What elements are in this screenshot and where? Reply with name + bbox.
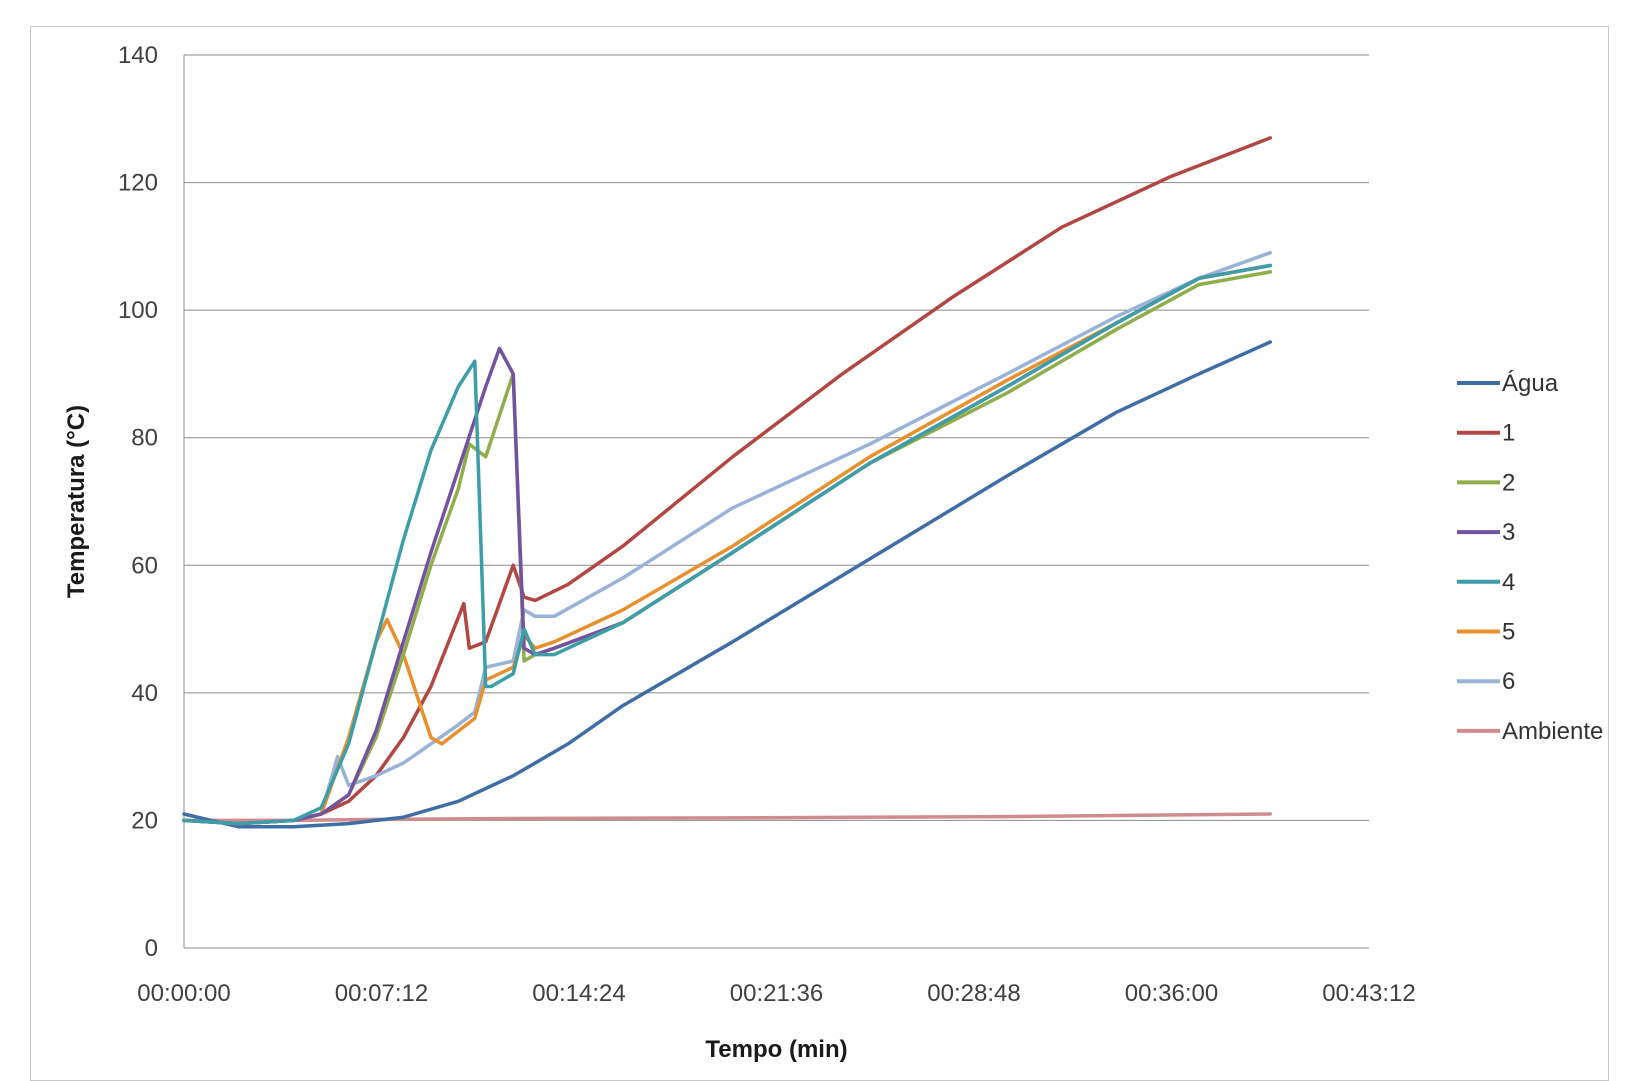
series-line	[182, 136, 1273, 826]
legend-label: Ambiente	[1502, 718, 1603, 745]
legend-label: 1	[1502, 420, 1515, 447]
series-line	[182, 263, 1273, 826]
x-tick-label: 00:07:12	[335, 980, 428, 1007]
series-line	[182, 263, 1273, 826]
y-tick-label: 0	[145, 935, 158, 962]
y-tick-label: 20	[131, 807, 158, 834]
legend-label: Água	[1502, 370, 1559, 397]
x-tick-label: 00:21:36	[730, 980, 823, 1007]
legend-label: 6	[1502, 668, 1515, 695]
y-tick-label: 100	[118, 297, 158, 324]
y-tick-label: 80	[131, 425, 158, 452]
chart-frame	[30, 26, 1609, 1081]
legend-label: 3	[1502, 519, 1515, 546]
x-tick-label: 00:43:12	[1322, 980, 1415, 1007]
legend-label: 5	[1502, 619, 1515, 646]
x-tick-label: 00:28:48	[927, 980, 1020, 1007]
y-tick-label: 60	[131, 552, 158, 579]
x-tick-label: 00:14:24	[532, 980, 625, 1007]
y-tick-label: 40	[131, 680, 158, 707]
x-tick-label: 00:00:00	[137, 980, 230, 1007]
series-line	[182, 812, 1273, 823]
y-tick-label: 140	[118, 42, 158, 69]
legend-label: 2	[1502, 469, 1515, 496]
series-line	[182, 340, 1273, 829]
x-tick-label: 00:36:00	[1125, 980, 1218, 1007]
y-tick-label: 120	[118, 170, 158, 197]
y-axis-title: Temperatura (°C)	[63, 405, 90, 598]
legend-label: 4	[1502, 569, 1515, 596]
x-axis-title: Tempo (min)	[705, 1036, 847, 1063]
